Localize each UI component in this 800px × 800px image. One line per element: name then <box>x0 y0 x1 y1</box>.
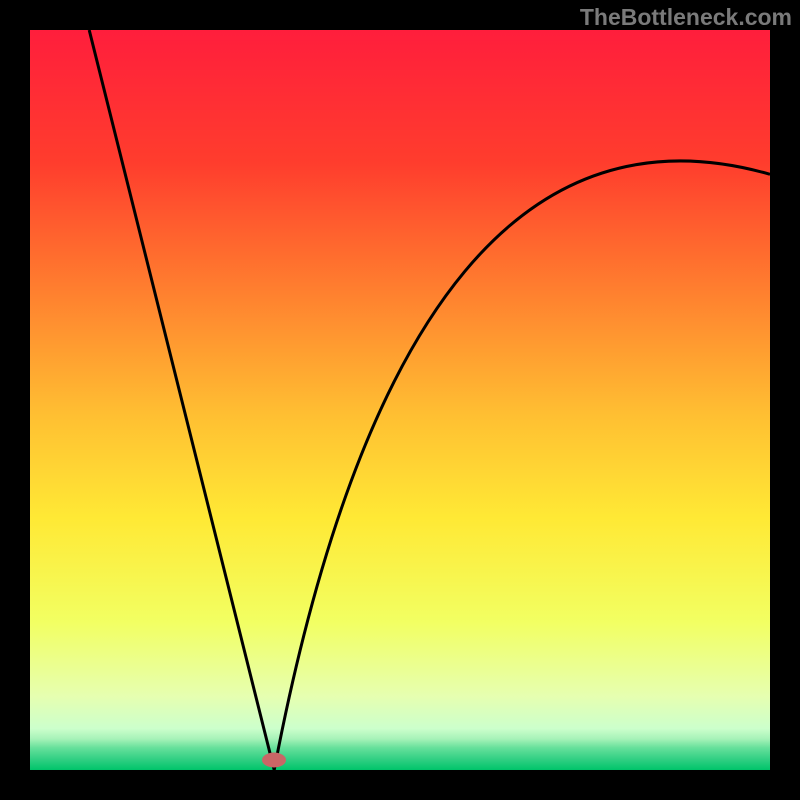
optimum-marker <box>262 752 286 767</box>
chart-container: TheBottleneck.com <box>0 0 800 800</box>
watermark-text: TheBottleneck.com <box>580 4 792 31</box>
bottleneck-curve <box>30 30 770 770</box>
plot-area <box>30 30 770 770</box>
